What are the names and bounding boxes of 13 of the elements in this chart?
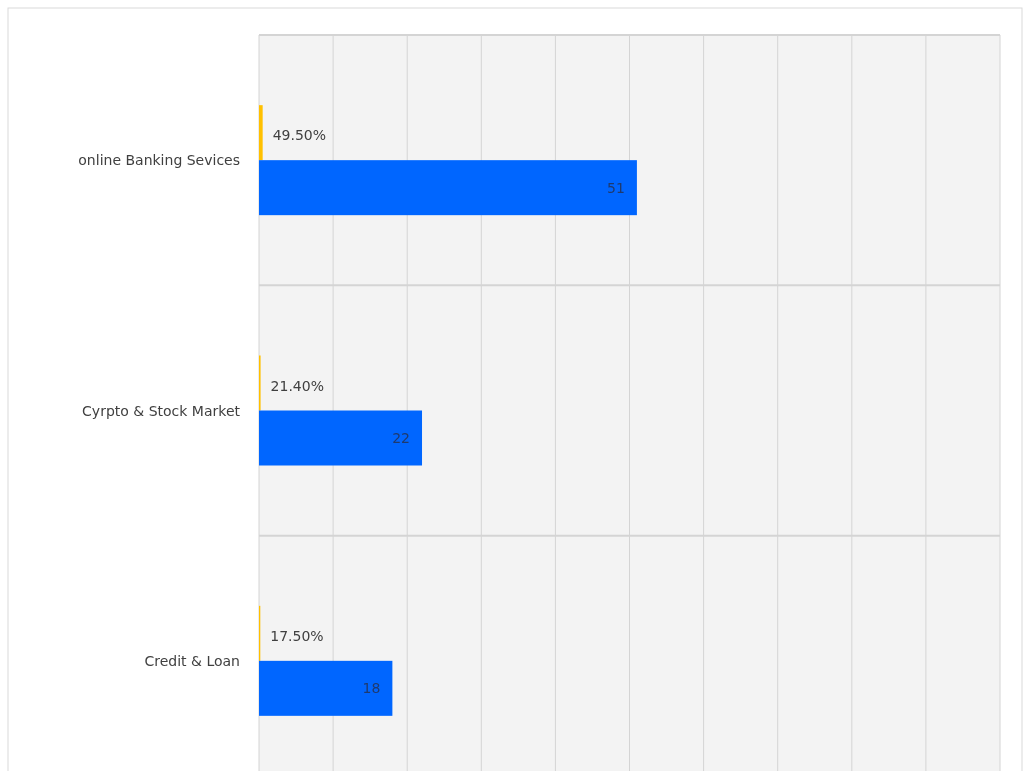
data-label: 51 bbox=[607, 179, 625, 196]
data-label: 18 bbox=[362, 680, 381, 697]
y-tick-label: Credit & Loan bbox=[144, 652, 240, 669]
bar bbox=[259, 105, 263, 161]
data-label: 21.40% bbox=[270, 377, 324, 394]
y-tick-label: online Banking Sevices bbox=[78, 152, 240, 169]
data-label: 22 bbox=[392, 430, 411, 446]
data-label: 49.50% bbox=[272, 127, 327, 144]
y-tick-label: Cyrpto & Stock Market bbox=[82, 402, 241, 419]
bar bbox=[259, 160, 637, 216]
bar bbox=[259, 410, 423, 466]
data-label: 17.50% bbox=[270, 627, 324, 644]
bar bbox=[259, 660, 393, 716]
